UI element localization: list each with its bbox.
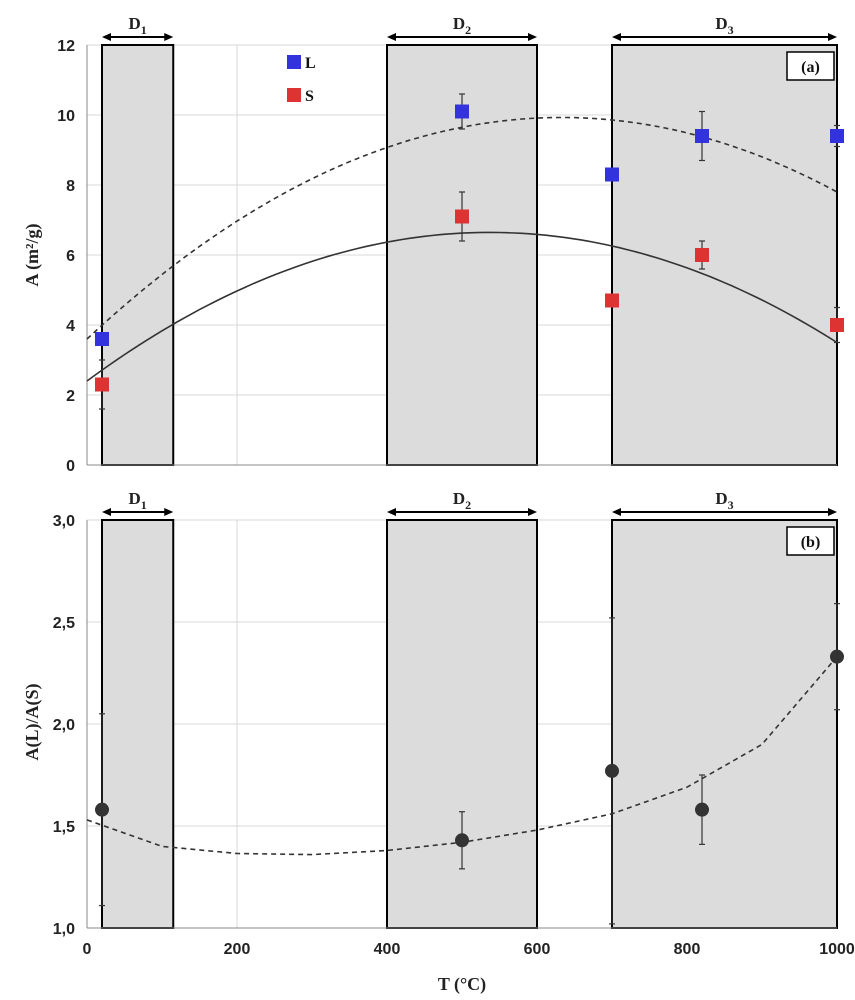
- domain-arrow-head-right: [828, 508, 837, 516]
- x-axis-label: T (°C): [438, 974, 486, 995]
- data-point: [830, 649, 844, 664]
- domain-arrow-head-right: [164, 508, 174, 516]
- domain-arrow-head-left: [387, 508, 396, 516]
- data-point-S: [830, 318, 844, 332]
- data-point-L: [695, 129, 709, 143]
- y-tick-label: 3,0: [53, 513, 75, 530]
- x-tick-label: 200: [224, 941, 251, 958]
- data-point-S: [455, 209, 469, 224]
- domain-arrow-head-left: [102, 508, 111, 516]
- data-point-S: [95, 377, 109, 392]
- x-tick-label: 1000: [819, 941, 855, 958]
- x-tick-label: 600: [524, 941, 551, 958]
- data-point: [455, 833, 469, 848]
- y-tick-label: 0: [66, 458, 75, 475]
- data-point-L: [455, 104, 469, 119]
- domain-label-d3: D3: [715, 489, 733, 512]
- y-axis-label-a: A (m²/g): [22, 224, 43, 287]
- domain-box-d1: [101, 519, 175, 929]
- panel-label: (b): [801, 534, 821, 551]
- data-point-L: [830, 129, 844, 143]
- y-tick-label: 6: [66, 248, 75, 265]
- domain-label-d1: D1: [128, 489, 146, 512]
- panel-b: D1 D2 D3 1,0 1,5 2,0 2,5 3,0 0 200 400 600 800 1000 (b…: [53, 489, 855, 958]
- y-tick-label: 2,0: [53, 717, 75, 734]
- data-point-S: [605, 293, 619, 308]
- domain-label-d1: D1: [128, 14, 146, 37]
- legend-label-S: S: [305, 88, 314, 105]
- x-tick-label: 800: [674, 941, 701, 958]
- domain-arrow-head-right: [528, 508, 537, 516]
- panel-label: (a): [801, 59, 820, 76]
- data-point-S: [695, 248, 709, 262]
- domain-label-d3: D3: [715, 14, 733, 37]
- y-tick-label: 1,0: [53, 921, 75, 938]
- data-point-L: [605, 167, 619, 182]
- domain-arrow-head-left: [612, 33, 621, 41]
- domain-label-d2: D2: [453, 14, 471, 37]
- y-tick-label: 2: [66, 388, 75, 405]
- domain-label-d2: D2: [453, 489, 471, 512]
- domain-arrow-head-right: [164, 33, 174, 41]
- panel-label-box: [786, 526, 835, 556]
- legend-label-L: L: [305, 55, 316, 72]
- domain-arrow-head-right: [828, 33, 837, 41]
- domain-arrow-head-left: [612, 508, 621, 516]
- y-tick-label: 8: [66, 178, 75, 195]
- y-axis-label-b: A(L)/A(S): [22, 684, 43, 761]
- y-tick-label: 4: [66, 318, 75, 335]
- legend-marker-L: [287, 55, 301, 69]
- data-point-L: [95, 332, 109, 346]
- domain-box-d3: [611, 519, 838, 929]
- y-tick-label: 10: [57, 108, 75, 125]
- panel-label-box: [786, 51, 835, 81]
- panel-a: D1 D2 D3 0 2 4 6 8 10 12 (a) LS: [57, 14, 844, 475]
- domain-arrow-head-left: [387, 33, 396, 41]
- data-point: [95, 802, 109, 817]
- x-tick-label: 400: [374, 941, 401, 958]
- data-point: [695, 802, 709, 817]
- y-tick-label: 12: [57, 38, 75, 55]
- legend-marker-S: [287, 88, 301, 102]
- x-tick-label: 0: [83, 941, 92, 958]
- data-point: [605, 763, 619, 778]
- y-tick-label: 1,5: [53, 819, 75, 836]
- y-tick-label: 2,5: [53, 615, 75, 632]
- domain-box-d1: [101, 44, 175, 466]
- domain-arrow-head-left: [102, 33, 111, 41]
- domain-arrow-head-right: [528, 33, 537, 41]
